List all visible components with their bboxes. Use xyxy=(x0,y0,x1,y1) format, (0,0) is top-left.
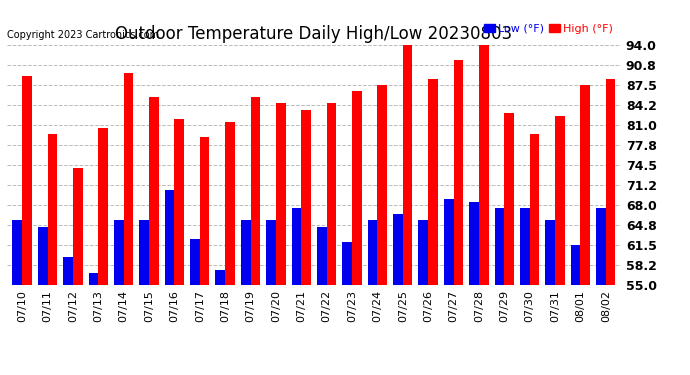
Text: Copyright 2023 Cartronics.com: Copyright 2023 Cartronics.com xyxy=(7,30,159,40)
Bar xyxy=(22,76,32,285)
Bar xyxy=(479,45,489,285)
Bar xyxy=(419,220,428,285)
Bar xyxy=(165,190,175,285)
Bar xyxy=(453,60,463,285)
Bar xyxy=(124,73,133,285)
Bar xyxy=(530,134,540,285)
Bar xyxy=(444,199,453,285)
Bar xyxy=(317,226,326,285)
Bar xyxy=(596,208,606,285)
Bar xyxy=(266,220,276,285)
Bar xyxy=(12,220,22,285)
Bar xyxy=(88,273,98,285)
Bar xyxy=(98,128,108,285)
Title: Outdoor Temperature Daily High/Low 20230803: Outdoor Temperature Daily High/Low 20230… xyxy=(115,26,513,44)
Bar xyxy=(250,97,260,285)
Bar xyxy=(48,134,57,285)
Bar xyxy=(555,116,564,285)
Bar xyxy=(63,257,73,285)
Bar xyxy=(352,91,362,285)
Bar xyxy=(342,242,352,285)
Bar xyxy=(73,168,83,285)
Bar xyxy=(469,202,479,285)
Bar xyxy=(114,220,124,285)
Bar xyxy=(403,45,413,285)
Bar xyxy=(326,104,336,285)
Bar xyxy=(377,85,387,285)
Bar xyxy=(215,270,225,285)
Bar xyxy=(241,220,250,285)
Bar xyxy=(571,245,580,285)
Bar xyxy=(606,79,615,285)
Bar xyxy=(225,122,235,285)
Bar xyxy=(580,85,590,285)
Bar xyxy=(149,97,159,285)
Bar xyxy=(38,226,48,285)
Bar xyxy=(302,110,311,285)
Bar xyxy=(545,220,555,285)
Bar xyxy=(200,137,209,285)
Bar xyxy=(190,239,200,285)
Legend: Low (°F), High (°F): Low (°F), High (°F) xyxy=(482,22,615,36)
Bar xyxy=(175,119,184,285)
Bar xyxy=(368,220,377,285)
Bar xyxy=(504,113,514,285)
Bar xyxy=(292,208,302,285)
Bar xyxy=(428,79,437,285)
Bar xyxy=(139,220,149,285)
Bar xyxy=(495,208,504,285)
Bar xyxy=(520,208,530,285)
Bar xyxy=(393,214,403,285)
Bar xyxy=(276,104,286,285)
